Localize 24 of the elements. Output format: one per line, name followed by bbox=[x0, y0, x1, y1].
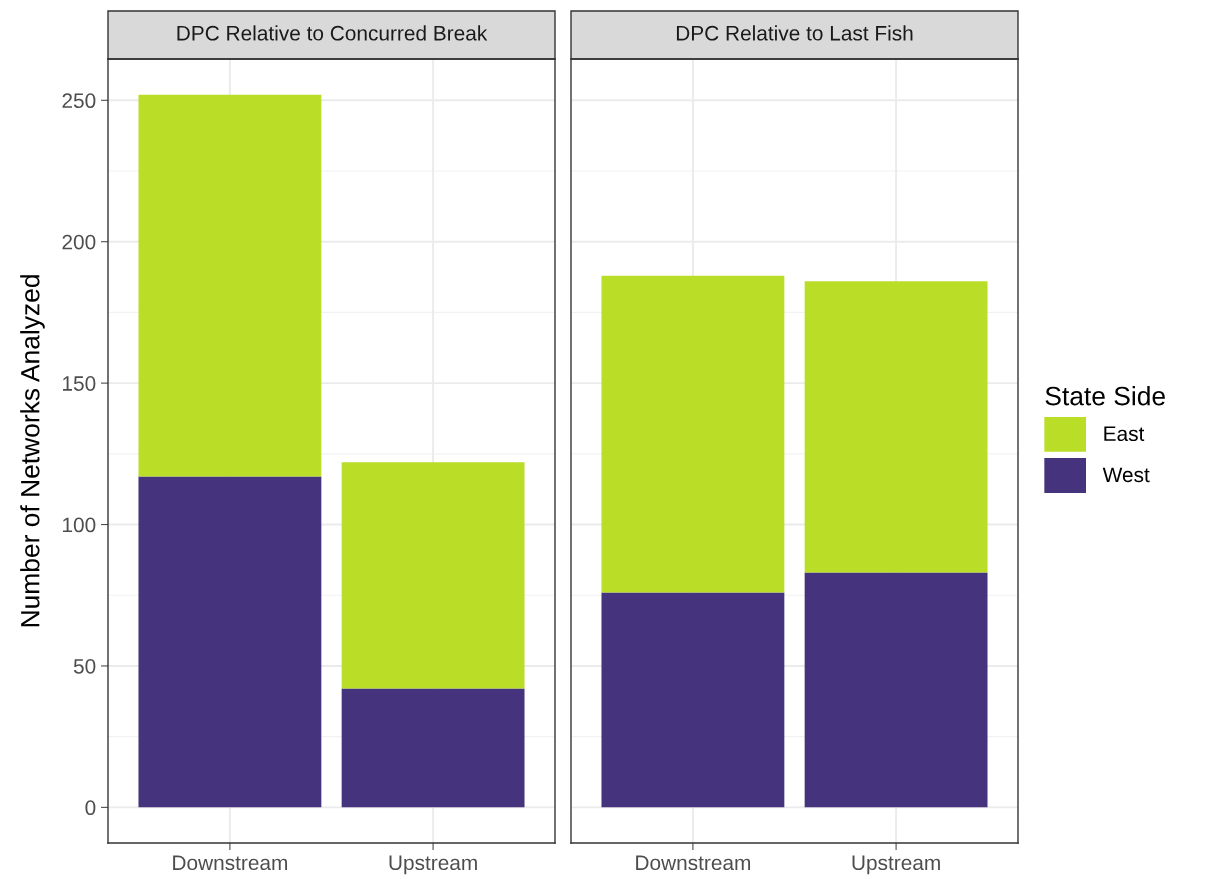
x-tick-label: Downstream bbox=[636, 855, 750, 871]
x-tick-label: Downstream bbox=[173, 855, 287, 871]
bar bbox=[138, 476, 322, 808]
chart-title: DPC Relative to Concurred Break bbox=[177, 25, 488, 41]
bar bbox=[341, 462, 525, 689]
y-tick-label: 0 bbox=[85, 800, 96, 816]
bar bbox=[804, 281, 988, 573]
legend-title: State Side bbox=[1045, 386, 1165, 406]
y-tick-label: 250 bbox=[62, 93, 96, 109]
legend-label: East bbox=[1104, 426, 1145, 442]
x-tick-label: Upstream bbox=[852, 855, 940, 875]
y-tick-label: 100 bbox=[63, 517, 96, 533]
y-tick-label: 150 bbox=[63, 376, 96, 391]
x-tick-label: Upstream bbox=[389, 855, 477, 875]
legend-label: West bbox=[1102, 467, 1150, 483]
bar bbox=[138, 94, 322, 477]
chart-title: DPC Relative to Last Fish bbox=[676, 25, 913, 41]
bar bbox=[601, 592, 785, 808]
y-axis-title: Number of Networks Analyzed bbox=[20, 275, 45, 627]
bar bbox=[601, 275, 785, 593]
bar bbox=[804, 572, 988, 808]
bar bbox=[341, 688, 525, 808]
y-tick-label: 200 bbox=[62, 234, 96, 250]
y-tick-label: 50 bbox=[73, 658, 96, 674]
